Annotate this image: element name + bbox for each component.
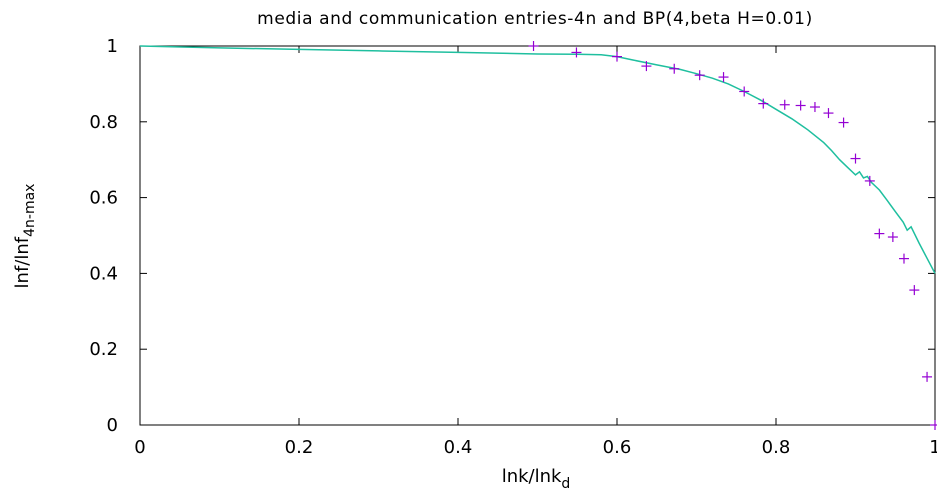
data-point-marker	[874, 228, 885, 239]
y-axis-label-sub: 4n-max	[22, 184, 38, 237]
data-point-marker	[898, 253, 909, 264]
x-tick-label: 0	[134, 437, 145, 458]
data-point-marker	[694, 70, 705, 81]
data-point-marker	[641, 61, 652, 72]
data-point-marker	[838, 117, 849, 128]
x-axis-ticks: 0 0.2 0.4 0.6 0.8 1	[134, 46, 937, 458]
data-point-marker	[718, 72, 729, 83]
x-axis-label: lnk/lnkd	[502, 466, 571, 491]
y-tick-label: 0.2	[89, 339, 118, 360]
y-tick-label: 0.4	[89, 263, 118, 284]
x-axis-label-main: lnk/lnk	[502, 466, 562, 487]
data-point-marker	[758, 98, 769, 109]
data-point-marker	[864, 175, 875, 186]
data-point-marker	[739, 86, 750, 97]
y-tick-label: 0.8	[89, 112, 118, 133]
y-axis-label: lnf/lnf4n-max	[12, 184, 38, 289]
x-tick-label: 0.2	[285, 437, 314, 458]
data-point-marker	[850, 153, 861, 164]
x-tick-label: 0.8	[762, 437, 791, 458]
x-tick-label: 1	[929, 437, 937, 458]
data-point-marker	[795, 100, 806, 111]
data-point-marker	[571, 47, 582, 58]
y-axis-label-main: lnf/lnf	[12, 236, 33, 288]
y-axis-ticks: 0 0.2 0.4 0.6 0.8 1	[89, 36, 935, 436]
plot-frame	[139, 45, 936, 426]
data-point-marker	[887, 232, 898, 243]
y-tick-label: 1	[107, 36, 118, 57]
data-point-marker	[612, 51, 622, 62]
data-point-marker	[809, 102, 820, 113]
y-tick-label: 0.6	[89, 188, 118, 209]
y-tick-label: 0	[107, 415, 118, 436]
x-tick-label: 0.4	[444, 437, 473, 458]
data-point-marker	[779, 99, 790, 110]
x-tick-label: 0.6	[603, 437, 632, 458]
series-group	[139, 41, 937, 430]
data-point-marker	[909, 285, 920, 296]
data-point-marker	[922, 371, 933, 382]
data-point-marker	[930, 420, 937, 430]
fit-curve-line	[139, 45, 936, 274]
data-point-marker	[823, 108, 834, 119]
x-axis-label-sub: d	[561, 476, 570, 491]
data-point-marker	[669, 63, 680, 74]
data-point-marker	[528, 41, 539, 51]
chart-title: media and communication entries-4n and B…	[257, 9, 813, 29]
